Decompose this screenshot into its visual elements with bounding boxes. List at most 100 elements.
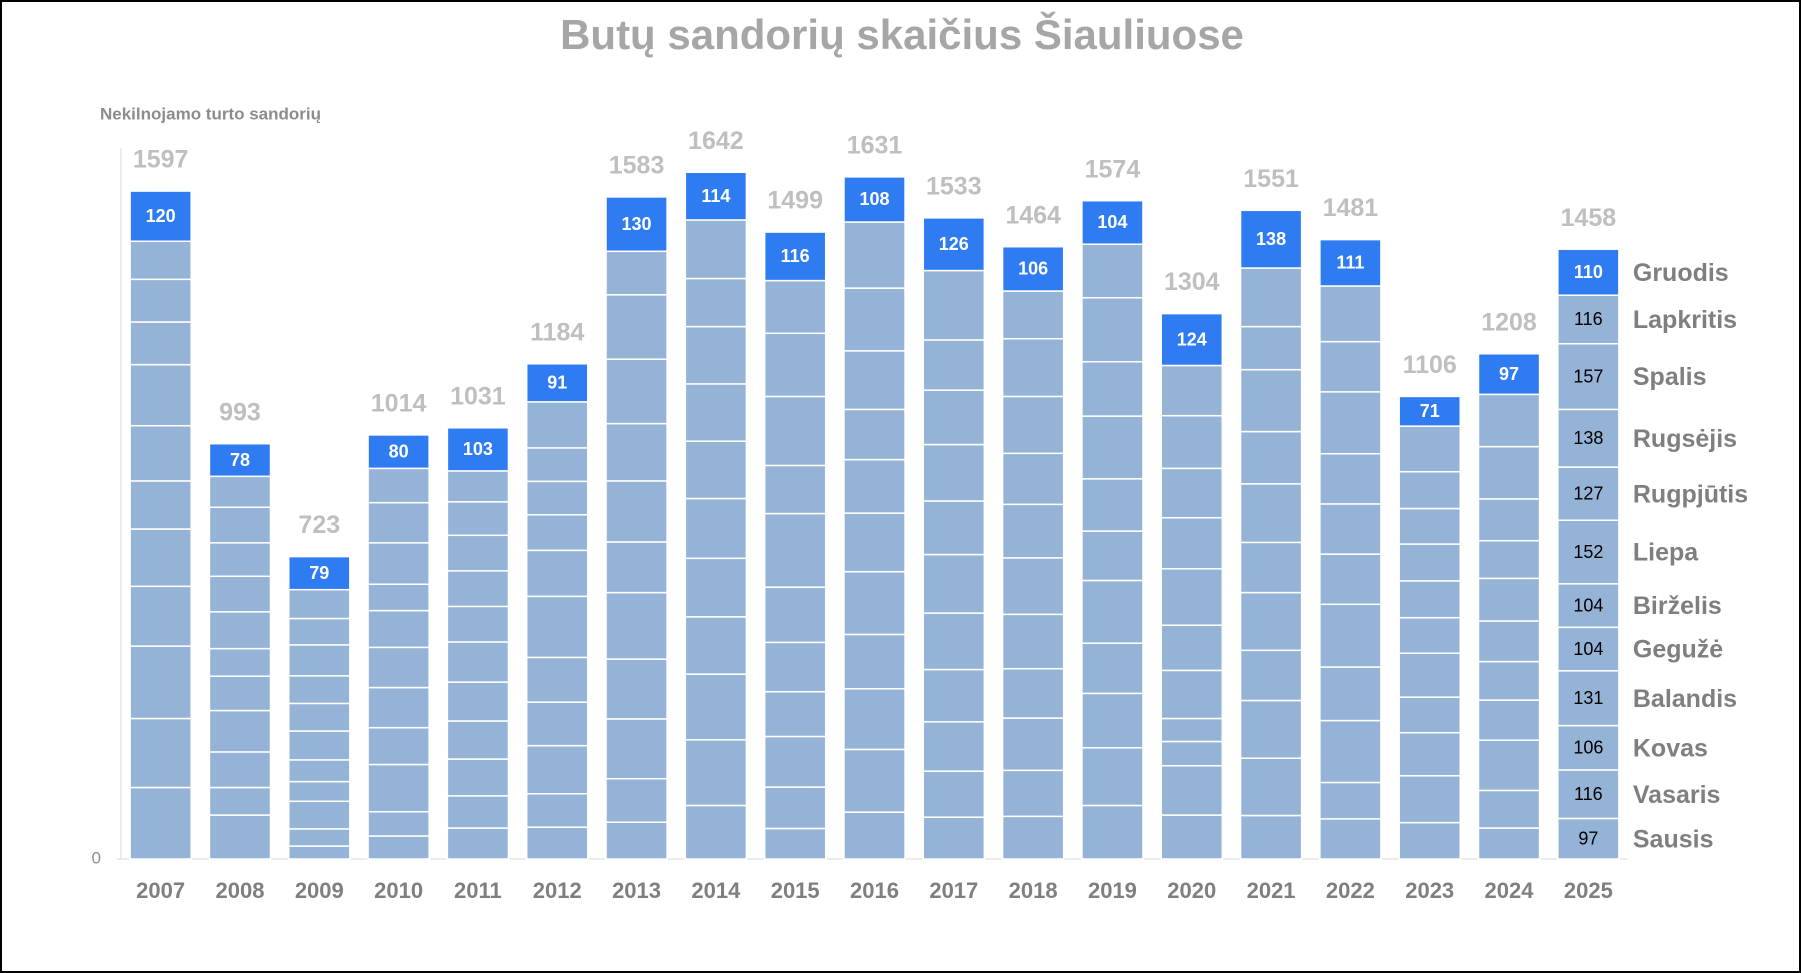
- bar-segment: [446, 720, 510, 760]
- data-label: 103: [463, 439, 493, 459]
- x-tick-label: 2021: [1247, 878, 1296, 903]
- data-label: 110: [1574, 262, 1603, 282]
- bar-segment: [1001, 815, 1065, 860]
- total-label: 1551: [1243, 165, 1299, 193]
- bar-segment: [1319, 452, 1382, 505]
- bar-segment: [763, 512, 827, 588]
- bar-segment: [208, 675, 272, 712]
- bar-segment: [763, 586, 827, 644]
- bar-segment: [1081, 415, 1144, 480]
- bar-segment: [367, 583, 430, 612]
- bar-segment: [1081, 804, 1144, 860]
- bar-segment: [922, 269, 986, 341]
- bar-segment: [367, 434, 430, 470]
- bar-segment: [1081, 530, 1144, 582]
- bar-segment: [605, 658, 668, 720]
- data-label: 79: [309, 563, 329, 583]
- bar-segment: [1081, 579, 1144, 644]
- bar-segment: [1081, 243, 1144, 299]
- bar-segment: [1160, 312, 1224, 367]
- bar-segment: [1239, 430, 1303, 485]
- bar-segment: [684, 325, 748, 385]
- bar-segment: [129, 278, 192, 323]
- bar-segment: [1001, 452, 1065, 506]
- legend-label: Liepa: [1633, 539, 1699, 567]
- x-tick-label: 2015: [771, 878, 820, 903]
- bar-segment: [525, 595, 589, 659]
- bar-segment: [843, 748, 906, 813]
- bar-segment: [208, 814, 272, 860]
- bar-segment: [1557, 817, 1620, 860]
- x-tick-label: 2012: [533, 878, 582, 903]
- bar-segment: [1319, 340, 1382, 393]
- bar-segment: [129, 528, 192, 588]
- data-label: 157: [1573, 366, 1603, 386]
- bar-segment: [288, 675, 351, 705]
- bar-segment: [1319, 553, 1382, 606]
- bar-segment: [684, 219, 748, 280]
- x-tick-label: 2009: [295, 878, 344, 903]
- bar-segment: [1319, 603, 1382, 668]
- bar-segment: [763, 395, 827, 467]
- total-label: 1642: [688, 127, 744, 155]
- bar-segment: [1398, 696, 1461, 734]
- data-label: 106: [1018, 259, 1048, 279]
- bar-segment: [843, 176, 906, 223]
- bar-segment: [446, 570, 510, 608]
- bar-segment: [605, 591, 668, 660]
- data-label: 116: [1574, 784, 1603, 804]
- bar-segment: [684, 616, 748, 675]
- y-axis-label: Nekilnojamo turto sandorių: [100, 104, 321, 123]
- bar-segment: [288, 588, 351, 620]
- total-label: 1184: [530, 318, 584, 346]
- bar-segment: [922, 612, 986, 671]
- bar-segment: [129, 240, 192, 281]
- bar-segment: [288, 780, 351, 803]
- bar-segment: [1557, 519, 1620, 585]
- bar-segment: [1001, 395, 1065, 455]
- bar-segment: [1477, 539, 1541, 580]
- bar-segment: [1239, 649, 1303, 702]
- total-label: 1106: [1403, 351, 1457, 379]
- bar-segment: [129, 190, 192, 243]
- bar-segment: [208, 611, 272, 650]
- bar-segment: [1239, 325, 1303, 371]
- bar-segment: [605, 541, 668, 594]
- bar-segment: [1319, 719, 1382, 784]
- data-label: 127: [1573, 483, 1603, 503]
- bar-segment: [367, 501, 430, 544]
- bar-segment: [208, 506, 272, 544]
- bar-segment: [922, 389, 986, 446]
- bar-segment: [1398, 775, 1461, 824]
- x-tick-label: 2024: [1485, 878, 1535, 903]
- bar-segment: [525, 793, 589, 828]
- bar-segment: [288, 800, 351, 830]
- legend-label: Sausis: [1633, 825, 1714, 853]
- bar-segment: [129, 786, 192, 860]
- bar-segment: [684, 497, 748, 560]
- bar-segment: [1398, 470, 1461, 510]
- bar-segment: [605, 250, 668, 296]
- bar-segment: [367, 835, 430, 860]
- bar-segment: [1557, 724, 1620, 771]
- bar-segment: [1477, 577, 1541, 622]
- x-tick-label: 2011: [454, 878, 502, 903]
- total-label: 1574: [1085, 155, 1141, 183]
- bar-segment: [1001, 245, 1065, 292]
- bar-segment: [1001, 337, 1065, 398]
- bar-segment: [1477, 660, 1541, 701]
- bar-segment: [1160, 814, 1224, 860]
- total-label: 993: [219, 398, 261, 426]
- data-label: 108: [859, 189, 889, 209]
- bar-segment: [446, 605, 510, 643]
- bar-segment: [763, 464, 827, 515]
- bar-segment: [1477, 827, 1541, 860]
- bar-segment: [1160, 764, 1224, 816]
- bar-segment: [288, 845, 351, 860]
- bar-segment: [922, 553, 986, 614]
- bar-segment: [605, 358, 668, 425]
- bar-segment: [843, 512, 906, 573]
- bar-segment: [1398, 507, 1461, 545]
- bar-segment: [922, 500, 986, 556]
- bar-segment: [922, 770, 986, 818]
